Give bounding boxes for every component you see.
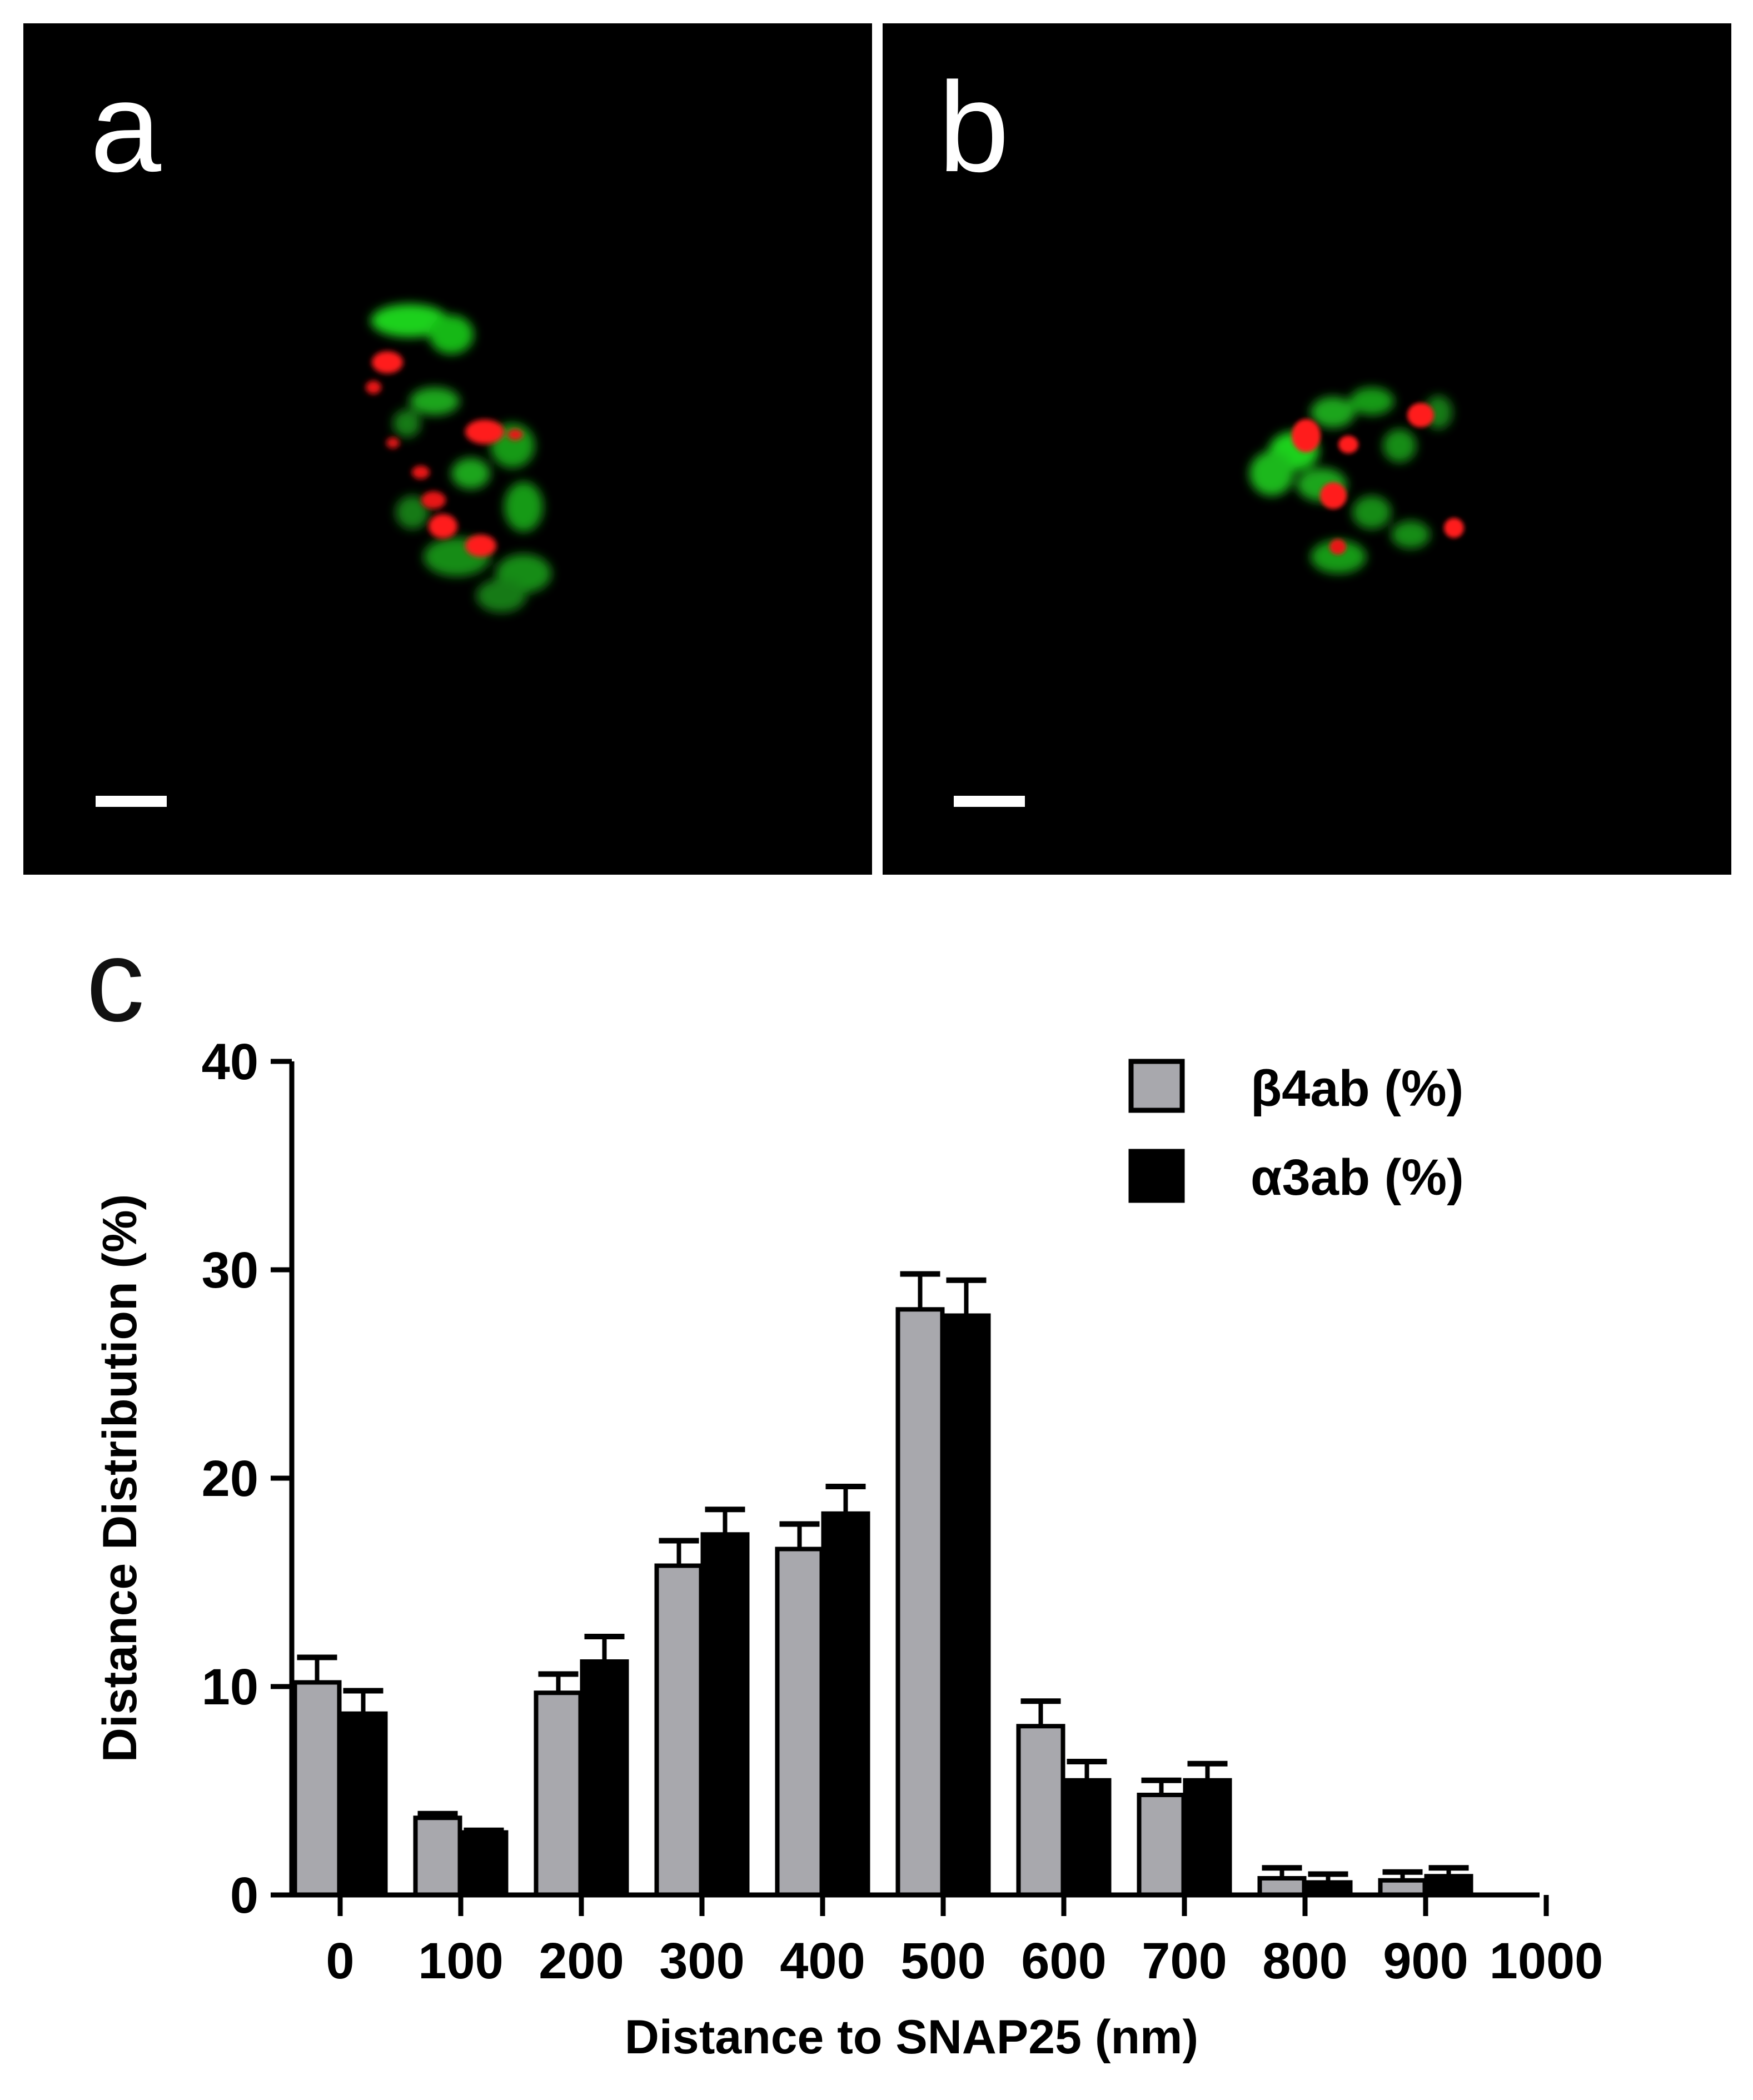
y-tick-label-20: 20 [202,1450,258,1507]
bar-beta4-400 [775,1547,824,1897]
bar-alpha3-500 [942,1313,991,1897]
x-tick-label-700: 700 [1142,1933,1227,1989]
bars-layer [292,1307,1473,1897]
bar-alpha3-900 [1424,1874,1473,1897]
error-bar-alpha3-100 [464,1827,504,1833]
error-bar-beta4-900 [1382,1869,1423,1880]
error-bar-alpha3-700 [1187,1760,1228,1780]
x-tick-label-0: 0 [326,1933,354,1989]
bar-alpha3-400 [821,1511,870,1897]
error-bar-alpha3-800 [1308,1871,1348,1883]
error-bar-beta4-500 [900,1271,940,1310]
y-tick-label-40: 40 [202,1034,258,1090]
error-bar-beta4-300 [659,1538,699,1566]
bar-beta4-600 [1016,1724,1065,1897]
error-bar-alpha3-900 [1428,1865,1469,1877]
bar-alpha3-600 [1062,1778,1112,1897]
error-bar-alpha3-300 [705,1507,745,1535]
error-bar-alpha3-500 [946,1277,987,1316]
x-tick-label-100: 100 [418,1933,504,1989]
green-stain-a [371,304,551,612]
error-bar-beta4-100 [417,1810,458,1818]
bar-alpha3-100 [459,1830,509,1897]
red-stain-b [1292,403,1464,555]
panel-label-a: a [90,56,161,198]
error-bar-alpha3-600 [1067,1759,1107,1780]
error-bar-beta4-600 [1020,1698,1061,1727]
scale-bar-b [954,796,1025,807]
error-bar-beta4-800 [1262,1865,1302,1878]
error-bars-layer [297,1271,1469,1883]
red-stain-a [366,351,523,557]
x-tick-label-300: 300 [659,1933,745,1989]
green-stain-b [1249,387,1452,573]
error-bar-beta4-400 [779,1521,820,1549]
y-tick-label-0: 0 [230,1867,258,1924]
legend-label-beta4: β4ab (%) [1251,1060,1463,1117]
bar-beta4-0 [292,1680,342,1897]
bar-alpha3-200 [580,1659,629,1897]
legend-swatch-beta4 [1128,1059,1185,1113]
bar-beta4-300 [654,1563,704,1897]
x-tick-label-200: 200 [539,1933,624,1989]
bar-alpha3-0 [338,1711,388,1897]
legend-label-alpha3: α3ab (%) [1251,1149,1464,1206]
x-tick-label-1000: 1000 [1490,1933,1603,1989]
bar-alpha3-700 [1183,1778,1232,1897]
axes-layer [271,1059,1549,1916]
bar-beta4-500 [895,1307,945,1897]
y-axis-title: Distance Distribution (%) [93,1194,147,1763]
x-axis-title: Distance to SNAP25 (nm) [625,2011,1198,2064]
micrograph-panel-b: b [883,23,1731,875]
x-tick-label-900: 900 [1383,1933,1468,1989]
cell-image-a [366,304,551,612]
error-bar-beta4-200 [538,1671,579,1693]
y-tick-label-30: 30 [202,1242,258,1299]
bar-beta4-200 [534,1690,583,1897]
micrograph-panel-a: a [23,23,872,875]
legend-swatch-alpha3 [1128,1149,1185,1203]
cell-image-b [1249,387,1464,573]
error-bar-alpha3-0 [343,1688,384,1714]
panel-label-c: c [86,915,145,1046]
panel-label-b: b [938,56,1009,198]
x-tick-label-800: 800 [1262,1933,1348,1989]
error-bar-alpha3-400 [825,1484,866,1514]
error-bar-beta4-0 [297,1654,337,1683]
x-tick-label-600: 600 [1021,1933,1107,1989]
bar-beta4-100 [413,1815,462,1897]
error-bar-alpha3-200 [584,1634,625,1662]
y-tick-label-10: 10 [202,1659,258,1715]
bar-beta4-700 [1137,1793,1186,1897]
bar-alpha3-300 [700,1532,750,1897]
error-bar-beta4-700 [1141,1777,1182,1795]
chart-legend: β4ab (%) α3ab (%) [1128,1059,1464,1206]
x-tick-label-400: 400 [780,1933,865,1989]
x-tick-label-500: 500 [900,1933,986,1989]
scale-bar-a [96,796,167,807]
